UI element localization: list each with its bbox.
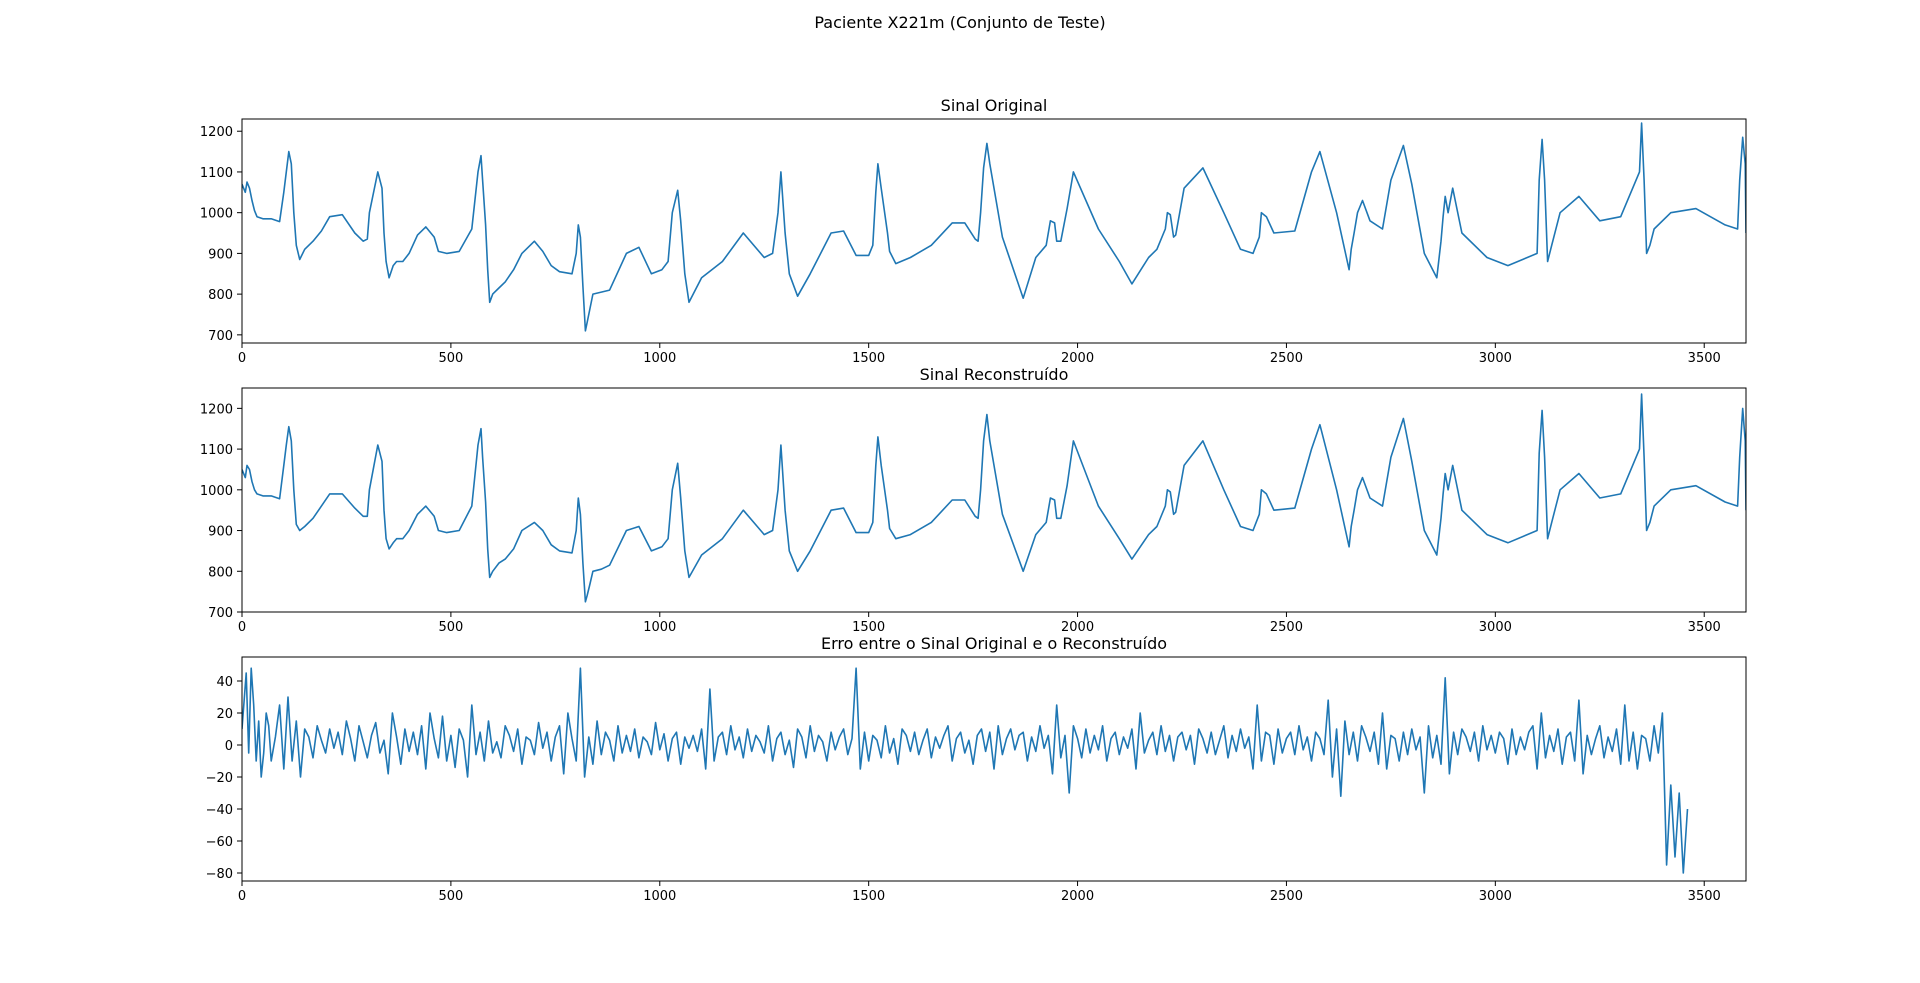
panel-title-reconstructed: Sinal Reconstruído: [920, 365, 1069, 384]
y-tick-label: 1000: [200, 207, 233, 222]
y-tick-label: 800: [208, 565, 233, 580]
panel-original: Sinal Original 0 500 1000 1500 2000 2500 3000 35…: [200, 96, 1747, 366]
y-tick-label: 0: [225, 739, 233, 754]
y-tick-label: −40: [206, 803, 233, 818]
x-tick-label: 0: [238, 889, 246, 904]
panel-title-original: Sinal Original: [941, 96, 1048, 115]
y-tick-label: 1200: [200, 402, 233, 417]
x-tick-label: 3500: [1688, 889, 1721, 904]
x-tick-label: 1500: [852, 620, 885, 635]
x-tick-label: 500: [438, 889, 463, 904]
x-tick-label: 0: [238, 620, 246, 635]
x-tick-label: 1000: [643, 351, 676, 366]
panel-title-error: Erro entre o Sinal Original e o Reconstr…: [821, 634, 1167, 653]
x-tick-label: 500: [438, 620, 463, 635]
x-tick-label: 3500: [1688, 351, 1721, 366]
panel-reconstructed: Sinal Reconstruído 0 500 1000 1500 2000 2500 30…: [200, 365, 1747, 635]
y-tick-label: 900: [208, 247, 233, 262]
x-tick-label: 3000: [1479, 351, 1512, 366]
axes-frame-reconstructed: [241, 387, 1747, 613]
x-tick-label: 500: [438, 351, 463, 366]
x-tick-label: 3500: [1688, 620, 1721, 635]
axes-frame-original: [241, 118, 1747, 344]
series-line-reconstructed: [242, 393, 1746, 603]
axes-frame-error: [241, 656, 1747, 882]
y-tick-label: 1100: [200, 166, 233, 181]
x-tick-label: 2500: [1270, 889, 1303, 904]
y-tick-label: 900: [208, 525, 233, 540]
x-tick-label: 2500: [1270, 351, 1303, 366]
x-tick-label: 3000: [1479, 620, 1512, 635]
x-tick-label: 2500: [1270, 620, 1303, 635]
x-tick-label: 2000: [1061, 351, 1094, 366]
figure-suptitle: Paciente X221m (Conjunto de Teste): [814, 13, 1105, 32]
y-tick-label: 1200: [200, 125, 233, 140]
x-tick-label: 0: [238, 351, 246, 366]
y-tick-label: 800: [208, 288, 233, 303]
y-tick-label: 1000: [200, 484, 233, 499]
x-tick-label: 3000: [1479, 889, 1512, 904]
y-tick-label: −60: [206, 835, 233, 850]
y-tick-label: −20: [206, 771, 233, 786]
x-tick-label: 2000: [1061, 889, 1094, 904]
x-tick-label: 1000: [643, 889, 676, 904]
x-tick-label: 2000: [1061, 620, 1094, 635]
x-tick-label: 1500: [852, 889, 885, 904]
y-tick-label: 40: [216, 675, 233, 690]
y-tick-label: 700: [208, 329, 233, 344]
y-tick-label: 1100: [200, 443, 233, 458]
x-tick-label: 1000: [643, 620, 676, 635]
series-line-original: [242, 122, 1746, 332]
y-tick-label: −80: [206, 867, 233, 882]
x-tick-label: 1500: [852, 351, 885, 366]
series-line-error: [242, 667, 1689, 874]
y-tick-label: 20: [216, 707, 233, 722]
y-tick-label: 700: [208, 606, 233, 621]
panel-error: Erro entre o Sinal Original e o Reconstr…: [206, 634, 1747, 904]
